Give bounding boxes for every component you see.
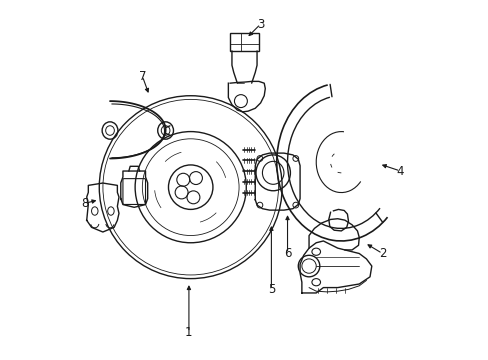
Text: 2: 2 [378,247,386,260]
Text: 3: 3 [256,18,264,31]
Text: 4: 4 [396,165,404,177]
Text: 1: 1 [185,326,192,339]
Text: 7: 7 [138,69,146,82]
Text: 5: 5 [267,283,275,296]
Text: 6: 6 [283,247,291,260]
Text: 8: 8 [81,197,88,210]
